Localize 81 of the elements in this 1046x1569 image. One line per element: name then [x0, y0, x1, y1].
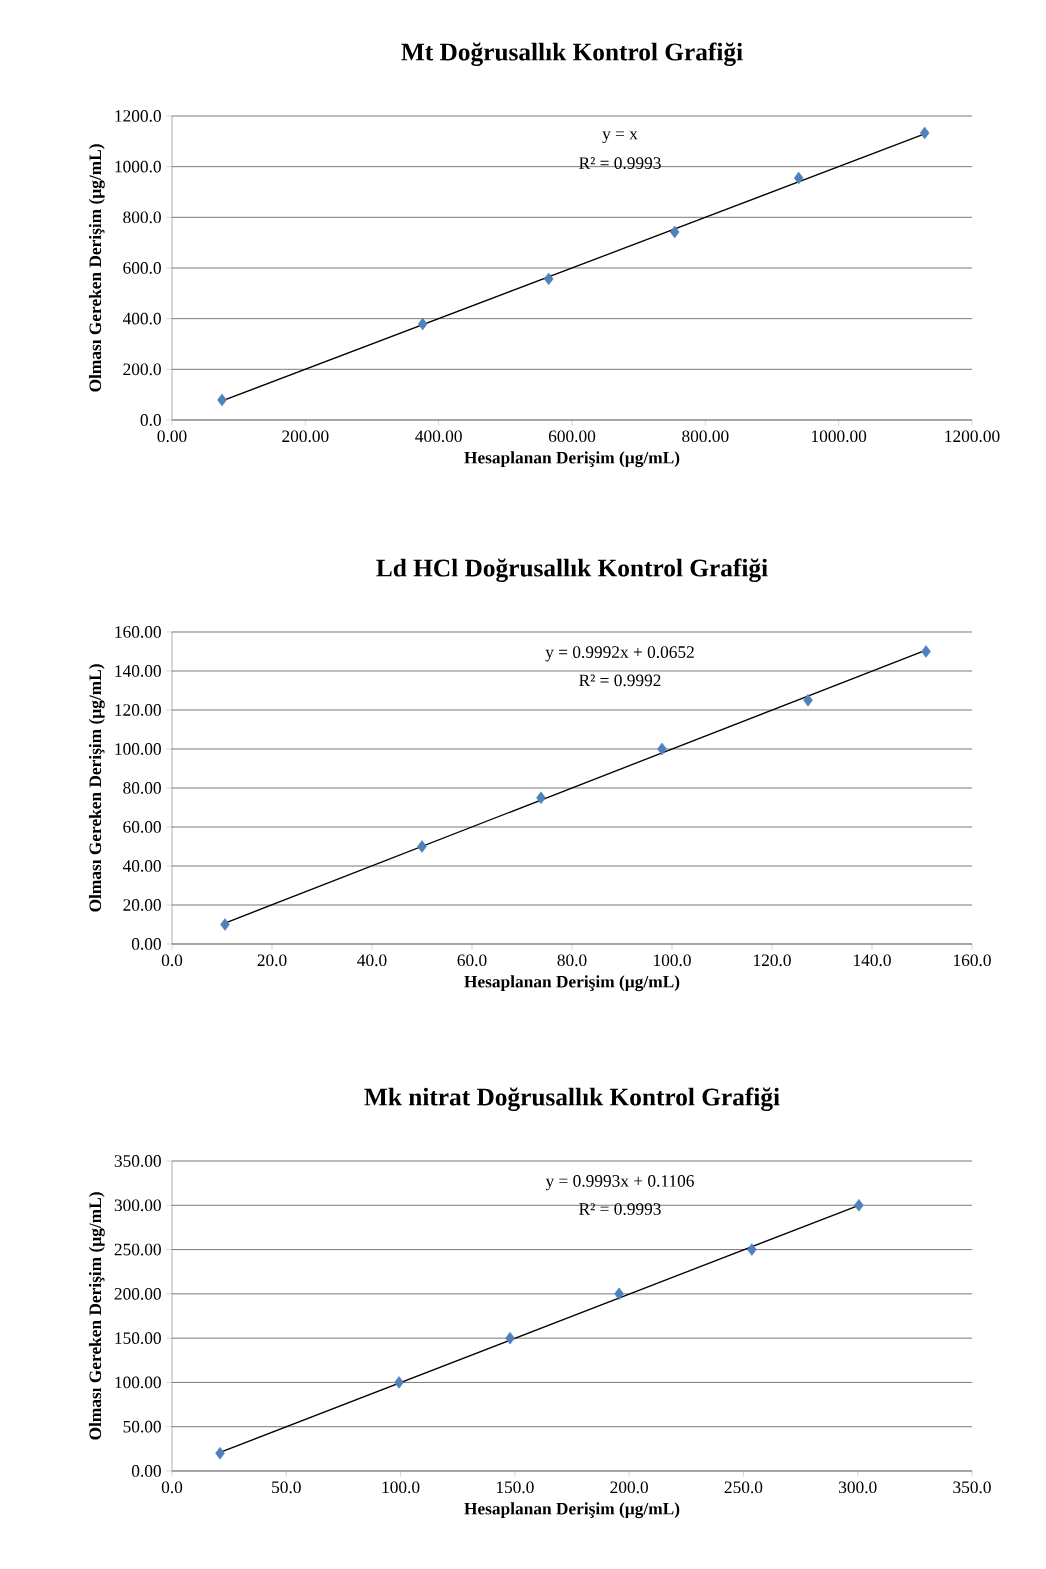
y-tick-label: 200.00	[114, 1287, 161, 1300]
x-tick-label: 0.0	[161, 954, 183, 967]
y-tick-label: 100.00	[115, 1376, 161, 1389]
x-tick-label: 80.0	[557, 954, 587, 967]
point	[614, 1287, 624, 1301]
y-tick-label: 400.0	[122, 312, 161, 325]
point	[417, 840, 427, 853]
y-tick-label: 250.00	[114, 1243, 161, 1256]
y-axis-title: Olması Gereken Derişim (µg/mL)	[88, 1192, 105, 1440]
y-tick-label: 100.00	[115, 743, 161, 755]
y-tick-label: 1000.0	[115, 160, 161, 173]
x-tick-label: 400.00	[415, 430, 462, 443]
annotation: R² = 0.9993	[579, 157, 661, 169]
x-axis-title: Hesaplanan Derişim (µg/mL)	[464, 451, 680, 468]
chart-title: Mk nitrat Doğrusallık Kontrol Grafiği	[364, 1087, 780, 1111]
y-tick-label: 1200.0	[115, 110, 161, 122]
y-tick-label: 50.00	[123, 1420, 161, 1433]
x-tick-label: 60.0	[457, 954, 487, 967]
x-tick-label: 200.00	[282, 430, 329, 443]
y-tick-label: 80.00	[123, 782, 161, 794]
annotation: y = 0.9993x + 0.1106	[545, 1175, 694, 1191]
x-tick-label: 300.0	[839, 1481, 877, 1494]
point	[215, 1447, 225, 1460]
point	[220, 918, 230, 931]
x-tick-label: 20.0	[257, 954, 287, 967]
point	[417, 317, 428, 331]
point	[803, 693, 813, 707]
y-tick-label: 300.00	[114, 1199, 161, 1212]
y-tick-label: 150.00	[115, 1332, 161, 1345]
x-tick-label: 140.0	[854, 954, 891, 967]
y-tick-label: 160.00	[115, 626, 161, 638]
y-tick-label: 0.00	[131, 1465, 161, 1477]
point	[921, 645, 931, 658]
annotation: y = 0.9992x + 0.0652	[545, 646, 694, 662]
x-tick-label: 350.0	[953, 1481, 991, 1494]
x-tick-label: 0.0	[161, 1481, 183, 1494]
point	[536, 791, 546, 805]
x-tick-label: 120.0	[754, 954, 791, 967]
annotation: R² = 0.9992	[579, 674, 661, 687]
y-axis-title: Olması Gereken Derişim (µg/mL)	[88, 664, 105, 912]
x-tick-label: 1000.00	[812, 430, 867, 443]
chart-title: Ld HCl Doğrusallık Kontrol Grafiği	[376, 558, 768, 582]
x-tick-label: 160.0	[954, 954, 991, 967]
y-tick-label: 120.00	[115, 704, 161, 716]
annotation: y = x	[602, 131, 638, 144]
x-tick-label: 800.00	[682, 430, 729, 443]
y-tick-label: 200.0	[123, 363, 161, 376]
annotation: R² = 0.9993	[579, 1203, 661, 1215]
x-tick-label: 250.0	[724, 1481, 763, 1494]
x-tick-label: 100.0	[382, 1481, 420, 1494]
x-tick-label: 600.00	[548, 430, 596, 443]
y-tick-label: 40.00	[122, 860, 161, 872]
point	[793, 171, 804, 185]
chart-title: Mt Doğrusallık Kontrol Grafiği	[401, 42, 743, 66]
x-tick-label: 0.00	[157, 430, 187, 443]
y-tick-label: 60.00	[123, 821, 161, 833]
point	[854, 1199, 864, 1212]
y-tick-label: 600.0	[123, 262, 161, 274]
x-tick-label: 50.0	[272, 1481, 301, 1494]
x-axis-title: Hesaplanan Derişim (µg/mL)	[464, 1502, 680, 1519]
y-axis-title: Olması Gereken Derişim (µg/mL)	[88, 144, 105, 392]
y-tick-label: 0.00	[131, 938, 161, 950]
point	[543, 272, 554, 286]
point	[657, 742, 667, 756]
y-tick-label: 800.0	[123, 211, 161, 224]
point	[747, 1243, 757, 1256]
x-tick-label: 200.0	[610, 1481, 648, 1494]
x-tick-label: 1200.00	[945, 430, 1000, 443]
y-tick-label: 140.00	[115, 665, 161, 677]
y-tick-label: 350.00	[114, 1155, 161, 1167]
y-tick-label: 0.0	[140, 414, 161, 426]
x-tick-label: 40.0	[357, 954, 387, 967]
x-tick-label: 100.0	[654, 954, 691, 967]
point	[919, 126, 930, 140]
x-axis-title: Hesaplanan Derişim (µg/mL)	[464, 975, 680, 992]
point	[394, 1376, 404, 1389]
x-tick-label: 150.0	[496, 1481, 534, 1494]
point	[505, 1331, 515, 1345]
y-tick-label: 20.00	[123, 899, 161, 911]
point	[217, 393, 227, 407]
point	[669, 225, 680, 239]
